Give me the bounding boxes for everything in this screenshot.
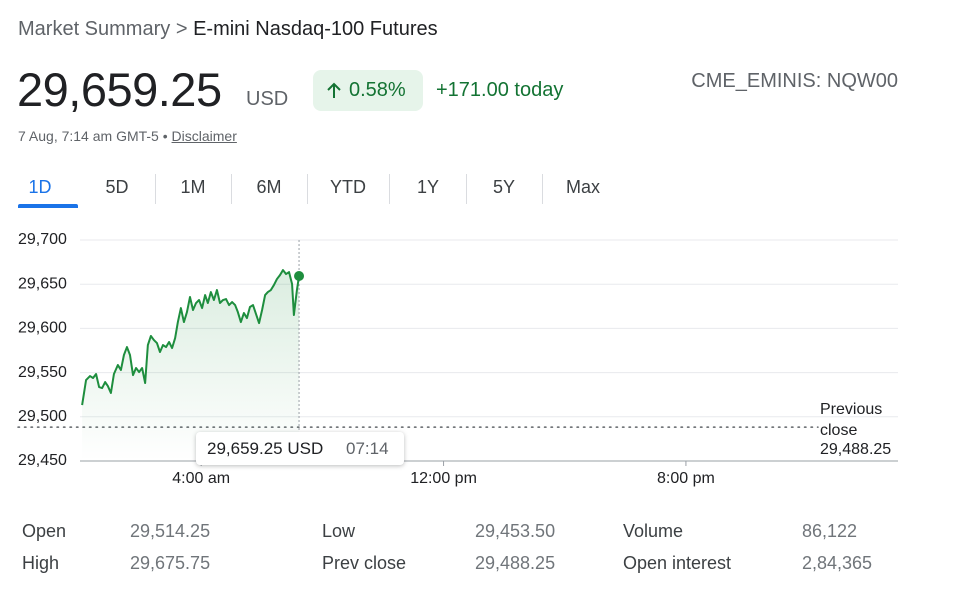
stat-value: 29,514.25 <box>130 521 211 541</box>
ticker: CME_EMINIS: NQW00 <box>691 70 898 92</box>
tab-separator <box>542 174 543 204</box>
breadcrumb-link[interactable]: Market Summary <box>18 18 171 40</box>
page-title: E-mini Nasdaq-100 Futures <box>193 18 438 40</box>
stat-label: Volume <box>623 521 684 541</box>
range-tab[interactable]: 5Y <box>492 177 516 197</box>
range-tab[interactable]: 6M <box>256 177 282 197</box>
stat-label: Open interest <box>623 553 732 573</box>
change-today: +171.00 today <box>436 79 564 101</box>
range-tab[interactable]: YTD <box>330 177 366 197</box>
currency: USD <box>246 88 289 110</box>
tab-separator <box>389 174 390 204</box>
range-tab[interactable]: 1M <box>180 177 206 197</box>
stat-value: 29,675.75 <box>130 553 211 573</box>
timestamp: 7 Aug, 7:14 am GMT-5 <box>18 128 159 144</box>
stat-value: 2,84,365 <box>802 553 873 573</box>
tab-separator <box>231 174 232 204</box>
tab-separator <box>155 174 156 204</box>
x-tick-label: 4:00 am <box>172 470 230 487</box>
stat-label: Prev close <box>322 553 407 573</box>
stat-value: 86,122 <box>802 521 858 541</box>
area-fill <box>82 270 300 461</box>
stat-label: High <box>22 553 60 573</box>
change-pill: 0.58% <box>313 70 423 111</box>
range-tab[interactable]: 1Y <box>416 177 440 197</box>
range-tab[interactable]: 1D <box>28 177 52 197</box>
previous-close-value: 29,488.25 <box>820 441 892 458</box>
tab-separator <box>466 174 467 204</box>
previous-close-label: Previous close <box>820 401 883 439</box>
range-tab[interactable]: Max <box>565 177 601 197</box>
breadcrumb-separator: > <box>175 18 188 40</box>
tooltip-price: 29,659.25 USD <box>207 439 324 458</box>
change-percent: 0.58% <box>349 79 406 101</box>
active-tab-indicator <box>18 204 78 208</box>
range-tab[interactable]: 5D <box>105 177 129 197</box>
y-tick-label: 29,700 <box>18 231 67 248</box>
disclaimer-link[interactable]: Disclaimer <box>171 128 237 144</box>
y-tick-label: 29,500 <box>18 408 67 425</box>
x-tick-label: 8:00 pm <box>657 470 715 487</box>
price: 29,659.25 <box>17 63 222 116</box>
y-tick-label: 29,650 <box>18 275 67 292</box>
stat-label: Open <box>22 521 67 541</box>
timestamp-row: 7 Aug, 7:14 am GMT-5 • Disclaimer <box>18 128 237 144</box>
tooltip: 29,659.25 USD 07:14 <box>196 432 404 465</box>
y-tick-label: 29,550 <box>18 364 67 381</box>
bullet: • <box>162 128 168 144</box>
tab-separator <box>307 174 308 204</box>
price-line <box>81 269 301 406</box>
current-point <box>294 271 305 282</box>
x-tick-label: 12:00 pm <box>410 470 477 487</box>
y-tick-label: 29,450 <box>18 452 67 469</box>
tooltip-time: 07:14 <box>346 439 389 458</box>
stat-label: Low <box>322 521 356 541</box>
stat-value: 29,453.50 <box>475 521 556 541</box>
stat-value: 29,488.25 <box>475 553 556 573</box>
up-arrow-icon <box>327 82 341 98</box>
breadcrumb: Market Summary > E-mini Nasdaq-100 Futur… <box>18 18 438 41</box>
y-tick-label: 29,600 <box>18 320 67 337</box>
